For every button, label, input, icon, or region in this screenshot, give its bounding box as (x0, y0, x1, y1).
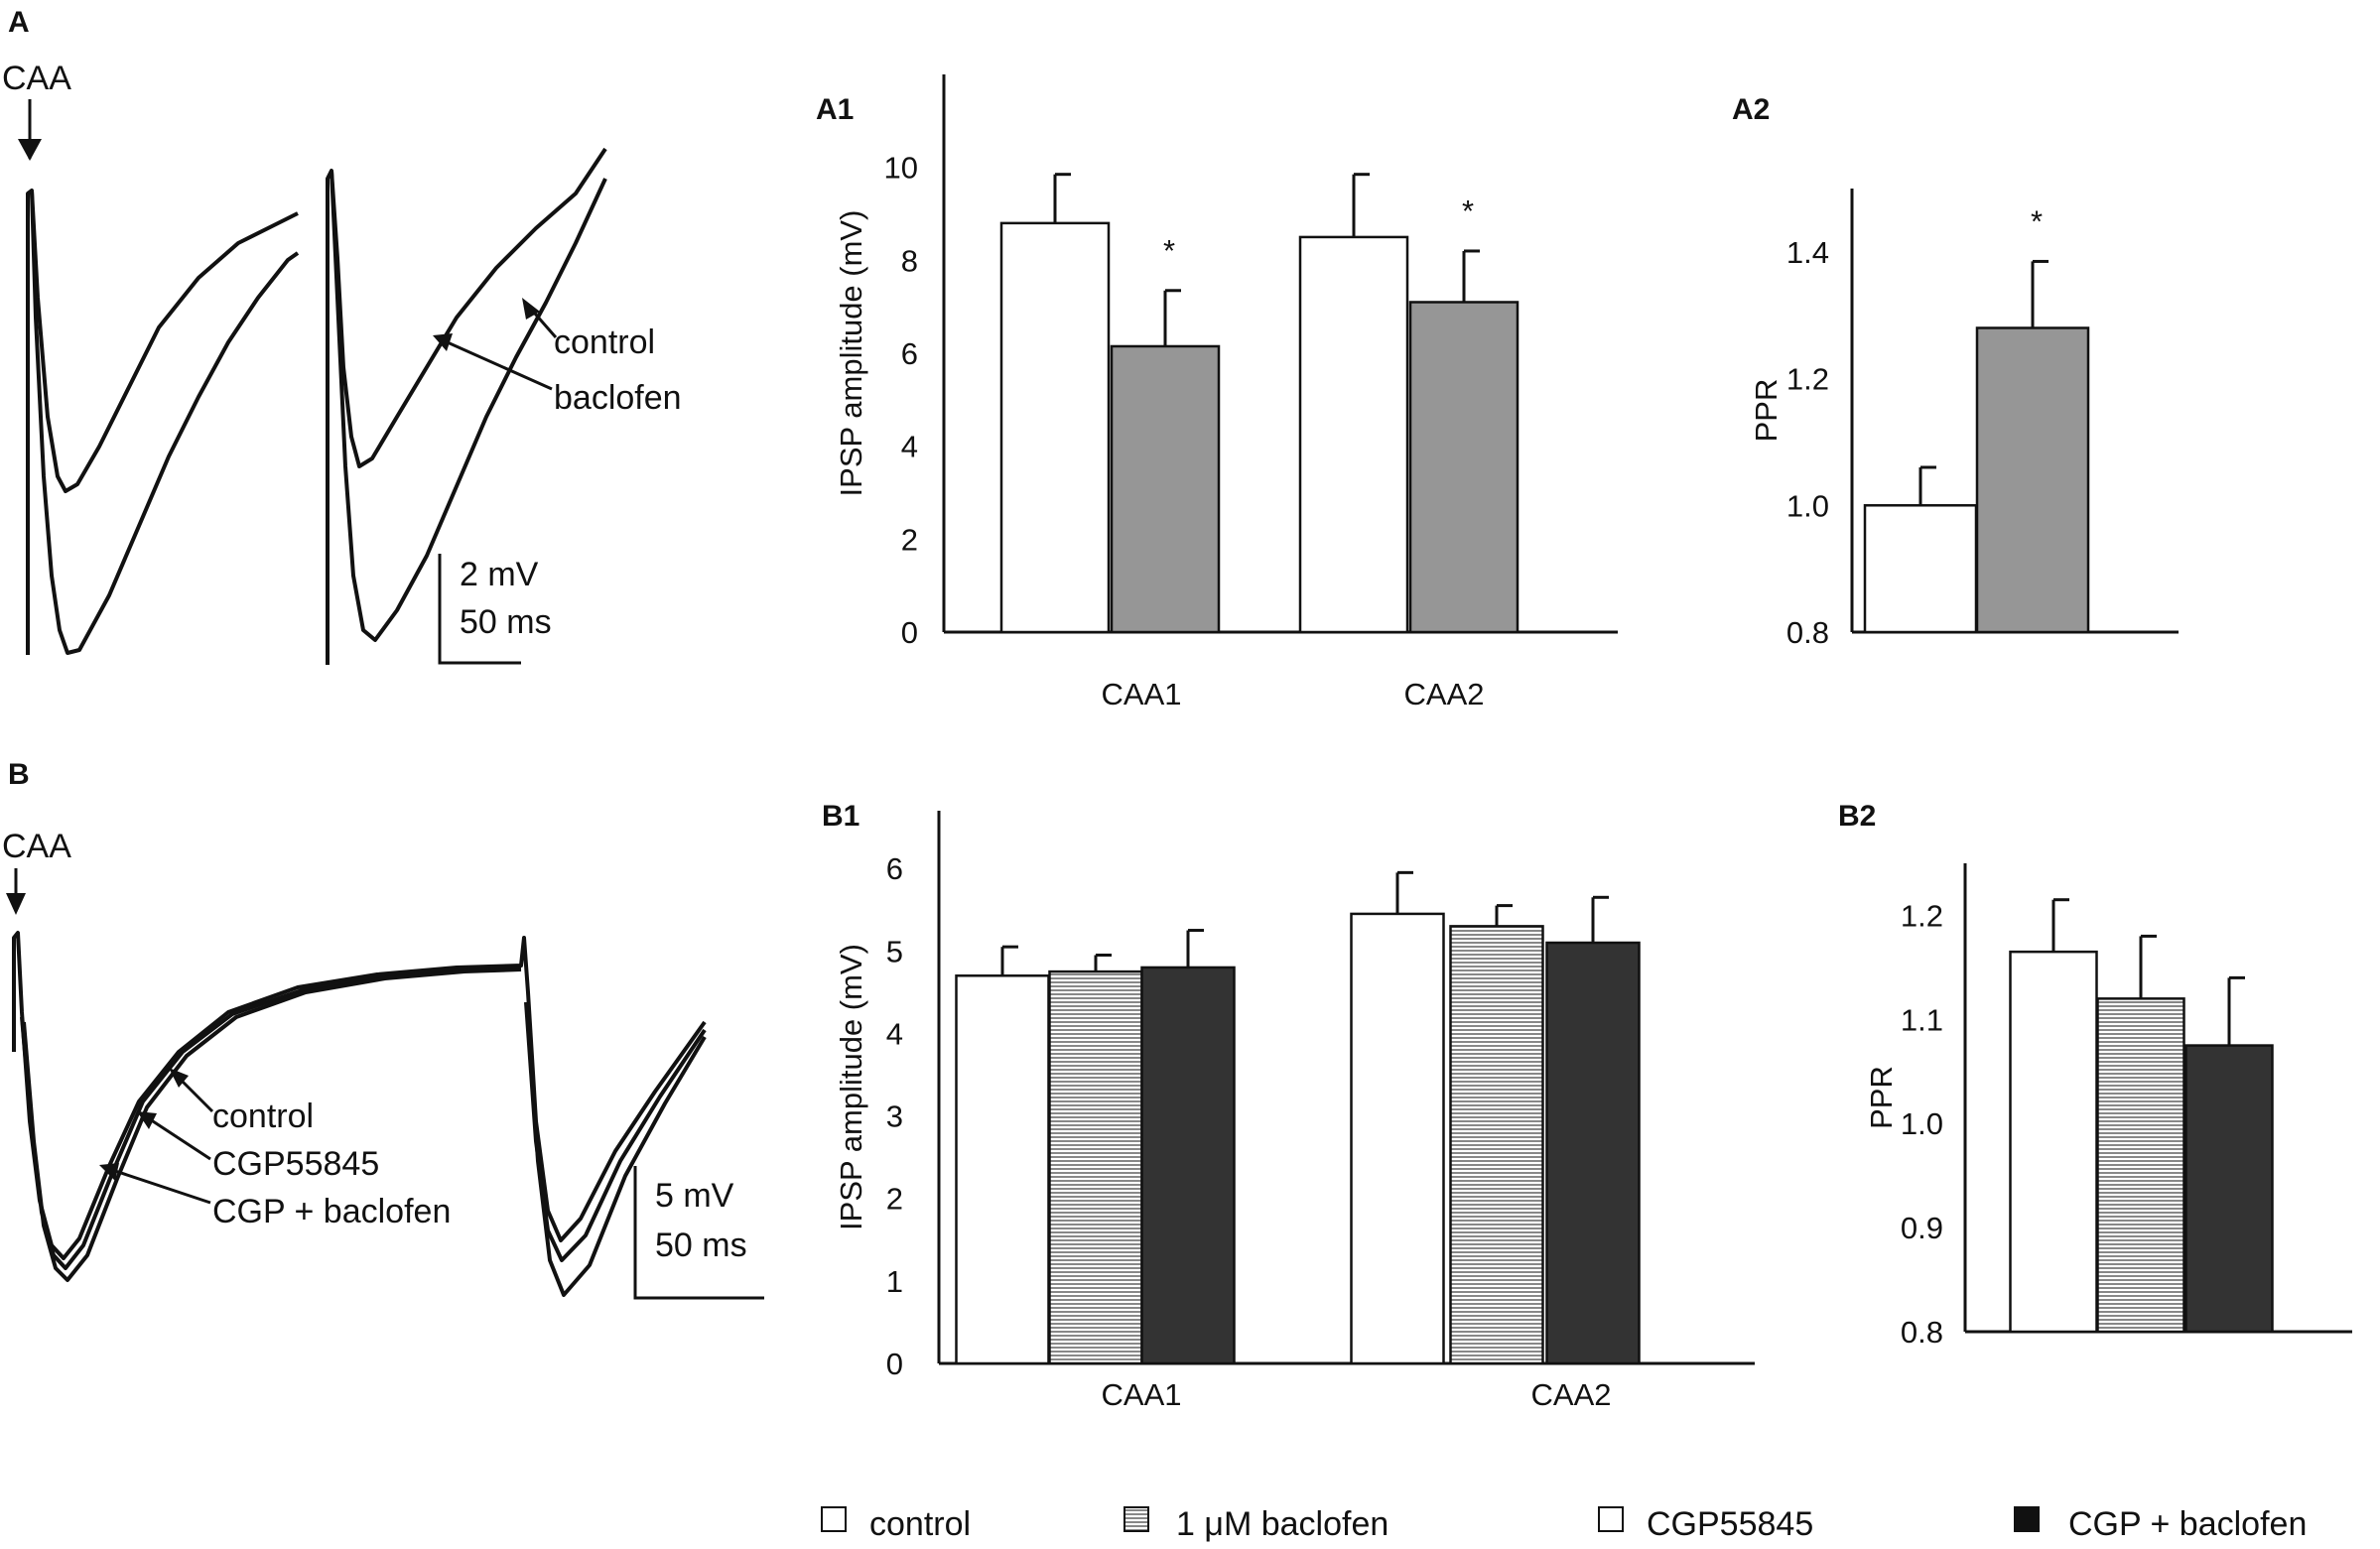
arrow-cgp-b (137, 1111, 211, 1161)
panel-label-b1: B1 (822, 800, 859, 833)
panel-a-traces: A CAA control baclofen 2 mV 50 ms (2, 6, 682, 665)
legend-label-baclofen: 1 μM baclofen (1176, 1505, 1388, 1543)
label-control-a: control (554, 323, 655, 361)
chart-a2: A2 0.8 1.0 1.2 1.4 PPR * (1732, 93, 2179, 650)
y-tick-label-a1: 6 (901, 336, 918, 371)
scale-t-a: 50 ms (460, 603, 552, 641)
trace-b-cgp-baclofen (22, 968, 707, 1297)
bar-b2 (2009, 950, 2098, 1334)
label-cgp-baclofen-b: CGP + baclofen (212, 1193, 451, 1230)
x-tick-label-b1: CAA1 (1102, 1377, 1182, 1412)
legend-item-cgp-baclofen: CGP + baclofen (2014, 1505, 2307, 1543)
y-tick-label-a2: 1.4 (1786, 235, 1829, 270)
y-tick-label-a1: 0 (901, 615, 918, 650)
y-tick-label-b1: 6 (886, 851, 903, 886)
chart-a1: A1 0 2 4 6 8 10 IPSP amplitude (mV) CAA1 CAA2 * * (816, 74, 1618, 711)
y-tick-label-b2: 1.2 (1901, 898, 1943, 933)
arrow-control-a (522, 298, 558, 338)
label-baclofen-a: baclofen (554, 379, 682, 417)
y-tick-label-a2: 1.2 (1786, 362, 1829, 397)
y-tick-label-a1: 10 (884, 151, 918, 186)
y-tick-label-b2: 0.9 (1901, 1211, 1943, 1245)
trace-a2-baclofen (330, 170, 607, 642)
legend-swatch-baclofen (1124, 1506, 1149, 1532)
y-tick-label-a1: 4 (901, 430, 918, 464)
trace-a1-control (26, 189, 299, 655)
legend-label-control: control (869, 1505, 971, 1543)
chart-b1: B1 0 1 2 3 4 5 6 IPSP amplitude (mV) CAA1 CAA2 (822, 800, 1755, 1412)
legend: control 1 μM baclofen CGP55845 CGP + bac… (821, 1505, 2307, 1543)
y-tick-label-b1: 0 (886, 1347, 903, 1381)
panel-label-b2: B2 (1838, 800, 1876, 833)
bar-b1 (1449, 925, 1544, 1365)
x-tick-label-a1: CAA2 (1404, 677, 1485, 711)
legend-swatch-cgp-baclofen (2014, 1506, 2040, 1532)
legend-swatch-control (821, 1506, 847, 1532)
scale-v-b: 5 mV (655, 1177, 734, 1215)
bar-a1 (1110, 344, 1221, 634)
y-tick-label-b1: 1 (886, 1264, 903, 1299)
y-tick-label-b1: 5 (886, 934, 903, 968)
bar-a1 (999, 221, 1111, 634)
bar-b1 (1048, 969, 1143, 1365)
bar-b1 (955, 974, 1050, 1365)
y-axis-label-b1: IPSP amplitude (mV) (834, 944, 868, 1230)
trace-a1-baclofen (30, 190, 300, 655)
bar-a1 (1408, 301, 1520, 634)
y-tick-label-a1: 8 (901, 243, 918, 278)
scale-bar-b (633, 1166, 764, 1300)
bar-a2 (1863, 504, 1978, 634)
bar-b1 (1140, 966, 1236, 1365)
significance-star-a1: * (1163, 233, 1175, 268)
panel-label-a: A (8, 6, 30, 39)
x-tick-label-a1: CAA1 (1102, 677, 1182, 711)
arrow-control-b (169, 1068, 214, 1113)
stim-label-b: CAA (2, 828, 71, 865)
y-tick-label-a1: 2 (901, 522, 918, 557)
stim-label-a: CAA (2, 60, 71, 97)
x-tick-label-b1: CAA2 (1531, 1377, 1612, 1412)
y-tick-label-a2: 1.0 (1786, 488, 1829, 523)
bar-b2 (2184, 1044, 2274, 1334)
arrow-baclofen-a (433, 333, 553, 391)
legend-item-control: control (821, 1505, 971, 1543)
bar-b1 (1545, 941, 1641, 1365)
scale-v-a: 2 mV (460, 556, 539, 593)
legend-label-cgp: CGP55845 (1647, 1505, 1813, 1543)
bar-b1 (1350, 912, 1445, 1365)
y-tick-label-b2: 1.1 (1901, 1002, 1943, 1037)
y-axis-label-a1: IPSP amplitude (mV) (834, 210, 868, 497)
significance-star-a1: * (1462, 194, 1474, 228)
scale-bar-a (438, 554, 521, 665)
arrow-cgp-baclofen-b (99, 1163, 211, 1205)
bar-a1 (1298, 235, 1409, 634)
panel-label-a1: A1 (816, 93, 854, 126)
y-axis-label-a2: PPR (1749, 379, 1784, 443)
label-control-b: control (212, 1097, 314, 1135)
y-tick-label-b1: 4 (886, 1016, 903, 1051)
panel-label-b: B (8, 758, 30, 791)
bar-b2 (2096, 997, 2185, 1334)
y-tick-label-b1: 3 (886, 1099, 903, 1134)
chart-b2: B2 0.8 0.9 1.0 1.1 1.2 PPR (1838, 800, 2352, 1350)
y-tick-label-b1: 2 (886, 1182, 903, 1217)
panel-label-a2: A2 (1732, 93, 1770, 126)
y-tick-label-b2: 0.8 (1901, 1315, 1943, 1350)
legend-label-cgp-baclofen: CGP + baclofen (2068, 1505, 2307, 1543)
legend-swatch-cgp (1598, 1506, 1624, 1532)
stim-arrow-a (18, 99, 42, 161)
y-axis-label-b2: PPR (1864, 1066, 1899, 1129)
label-cgp-b: CGP55845 (212, 1145, 379, 1183)
y-tick-label-a2: 0.8 (1786, 615, 1829, 650)
legend-item-cgp: CGP55845 (1598, 1505, 1813, 1543)
panel-b-traces: B CAA control CGP55845 CGP + baclofen 5 … (2, 758, 764, 1300)
bar-a2 (1975, 326, 2090, 634)
scale-t-b: 50 ms (655, 1226, 747, 1264)
stim-arrow-b (6, 868, 26, 915)
significance-star-a2: * (2031, 203, 2043, 238)
y-tick-label-b2: 1.0 (1901, 1106, 1943, 1141)
legend-item-baclofen: 1 μM baclofen (1124, 1505, 1388, 1543)
